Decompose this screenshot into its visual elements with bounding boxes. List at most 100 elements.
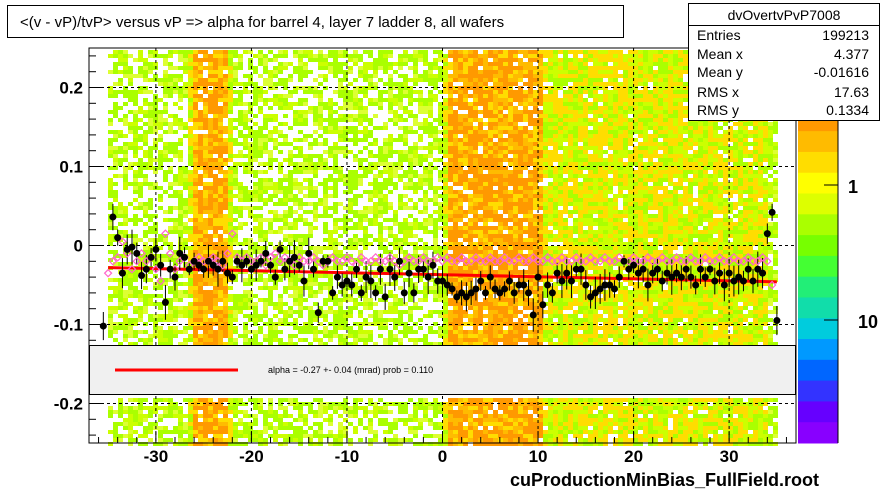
open-marker [629,253,638,262]
color-scale-band [798,235,838,257]
data-point [281,265,289,273]
data-point [553,269,561,277]
open-marker [471,253,481,262]
open-marker [161,229,170,238]
open-marker [227,229,237,238]
data-point [405,269,413,277]
open-marker [528,253,538,262]
data-point [701,273,709,281]
data-point [195,261,203,269]
data-point [606,281,614,289]
open-marker [710,256,720,266]
open-marker [495,256,505,266]
data-point [754,265,762,273]
open-marker [571,253,581,262]
stat-key: Entries [697,27,741,43]
open-marker [165,249,175,258]
data-point [99,322,107,330]
data-point [529,311,537,319]
data-point [716,269,724,277]
title-box: <(v - vP)/tvP> versus vP => alpha for ba… [7,5,624,38]
data-point [391,273,399,281]
data-point [138,272,146,280]
open-marker [442,253,452,262]
open-marker [342,253,352,262]
open-marker [328,253,337,262]
open-marker [395,260,404,270]
grid [89,48,796,443]
data-point [286,257,294,265]
data-point [262,249,270,257]
data-point [725,269,733,277]
open-marker [657,253,667,262]
open-marker [380,256,390,266]
data-point [396,257,404,265]
open-marker [595,256,605,266]
open-marker [194,253,204,262]
data-point [439,277,446,285]
x-tick-label: 30 [720,447,739,466]
color-scale-band [798,131,838,153]
data-point [625,265,633,273]
data-point [730,277,738,285]
data-point [453,293,461,301]
open-marker [457,253,466,262]
y-tick-label: -0.2 [54,395,83,414]
stat-value: 0.1334 [826,102,869,118]
open-marker [762,256,772,266]
open-marker [122,249,132,258]
open-marker [103,268,113,278]
open-marker [485,253,495,262]
data-point [610,285,618,293]
open-marker [127,264,137,274]
open-marker [500,253,509,262]
open-marker [567,256,576,266]
legend-text: alpha = -0.27 +- 0.04 (mrad) prob = 0.11… [268,365,434,375]
data-point [310,265,318,273]
data-point [247,265,255,273]
stat-value: 4.377 [833,46,869,62]
data-point [400,289,408,297]
data-point [711,277,719,285]
open-marker [309,253,318,262]
data-point [720,281,728,289]
x-tick-label: 20 [624,447,643,466]
stat-value: -0.01616 [813,64,869,80]
data-point [510,289,518,297]
data-point [362,273,370,281]
stat-row-rms-y: RMS y 0.1334 [697,102,869,120]
color-scale-band [798,172,838,195]
data-point [204,257,212,265]
data-point [372,289,380,297]
open-marker [118,237,127,246]
x-tick-label: -30 [144,447,169,466]
file-name: cuProductionMinBias_FullField.root [509,470,819,490]
data-point [577,265,585,273]
open-marker [538,256,548,266]
stat-row-mean-y: Mean y -0.01616 [697,64,869,82]
data-point [348,281,356,289]
data-point [276,245,284,253]
open-marker [452,256,462,266]
open-marker [681,256,691,266]
data-point [161,298,169,306]
open-marker [433,253,443,262]
stats-box: dvOvertvPvP7008 Entries 199213 Mean x 4.… [688,3,880,121]
y-tick-label: 0 [74,237,83,256]
data-point [376,265,384,273]
data-point [410,289,418,297]
open-marker [156,276,166,286]
data-point [596,285,604,293]
data-point [443,281,451,289]
data-point [587,293,595,301]
open-marker [524,256,533,266]
data-point [128,243,136,251]
data-point [591,289,599,297]
open-marker [466,256,476,266]
open-marker [610,256,619,266]
data-point [257,257,265,265]
open-marker [132,256,142,266]
open-marker [509,256,519,266]
open-marker [700,253,710,262]
open-marker [638,256,648,266]
